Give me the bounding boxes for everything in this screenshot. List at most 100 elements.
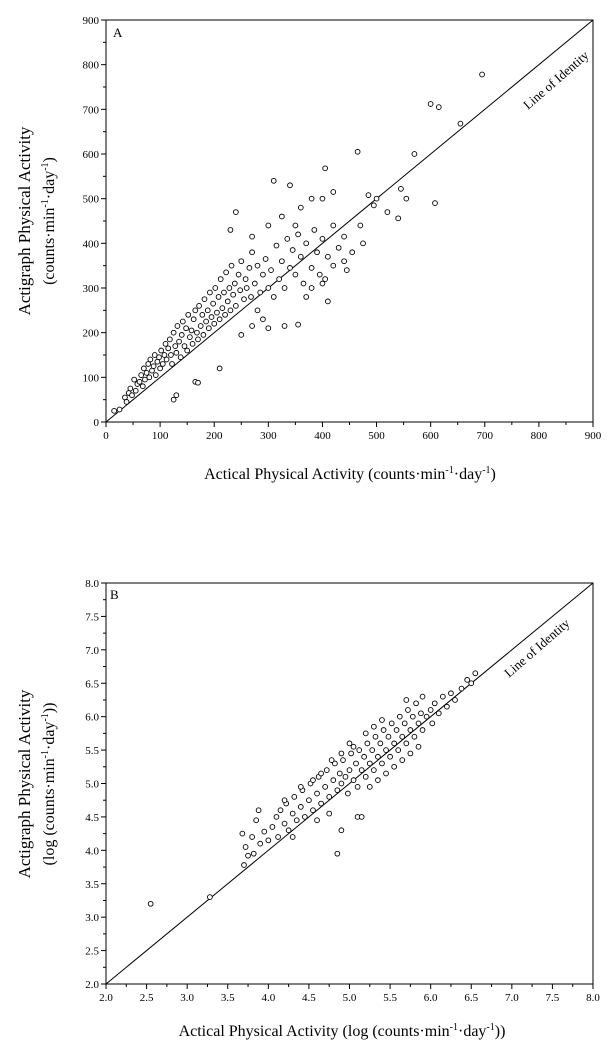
data-point bbox=[318, 770, 324, 777]
data-point bbox=[289, 834, 296, 840]
data-point bbox=[253, 817, 260, 824]
data-point bbox=[204, 307, 211, 314]
data-point bbox=[375, 777, 381, 784]
x-tick-label: 400 bbox=[314, 430, 331, 442]
data-point bbox=[314, 790, 320, 797]
data-point bbox=[340, 757, 346, 763]
data-point bbox=[342, 773, 349, 780]
data-point bbox=[319, 195, 326, 202]
data-point bbox=[427, 101, 434, 107]
data-point bbox=[237, 287, 244, 294]
data-point bbox=[192, 307, 199, 314]
data-point bbox=[265, 222, 272, 229]
data-point bbox=[111, 407, 117, 414]
y-tick-label: 2.0 bbox=[85, 979, 99, 991]
data-point bbox=[199, 311, 206, 318]
data-point bbox=[168, 352, 174, 358]
data-point bbox=[345, 790, 351, 797]
data-point bbox=[222, 311, 228, 318]
data-point bbox=[310, 807, 316, 814]
data-point bbox=[245, 852, 251, 859]
data-point bbox=[407, 727, 414, 733]
data-point bbox=[208, 314, 215, 320]
data-point bbox=[431, 700, 438, 707]
data-point bbox=[371, 767, 377, 773]
y-tick-label: 700 bbox=[83, 104, 100, 116]
data-point bbox=[279, 258, 285, 265]
data-point bbox=[228, 262, 235, 269]
data-point bbox=[411, 151, 418, 157]
data-point bbox=[249, 834, 255, 840]
y-tick-label: 500 bbox=[83, 194, 100, 206]
data-point bbox=[435, 104, 442, 110]
data-point bbox=[335, 244, 342, 251]
data-point bbox=[427, 707, 434, 713]
y-tick-label: 800 bbox=[83, 60, 100, 72]
data-point bbox=[338, 750, 345, 757]
data-point bbox=[257, 840, 264, 847]
data-point bbox=[448, 690, 454, 697]
data-point bbox=[289, 247, 296, 253]
data-point bbox=[399, 733, 406, 740]
data-point bbox=[214, 309, 220, 316]
data-point bbox=[295, 231, 301, 238]
data-point bbox=[300, 280, 307, 287]
data-point bbox=[287, 182, 293, 189]
data-point bbox=[210, 300, 216, 307]
y-tick-label: 4.0 bbox=[85, 845, 99, 857]
data-point bbox=[233, 209, 239, 215]
data-point bbox=[270, 294, 277, 300]
x-tick-label: 200 bbox=[206, 430, 223, 442]
data-point bbox=[328, 757, 335, 763]
y-tick-label: 7.0 bbox=[85, 645, 99, 657]
data-point bbox=[435, 710, 442, 717]
data-point bbox=[325, 253, 331, 260]
x-tick-label: 100 bbox=[152, 430, 169, 442]
x-tick-label: 600 bbox=[422, 430, 439, 442]
data-point bbox=[270, 177, 277, 184]
data-point bbox=[330, 777, 337, 784]
data-point bbox=[224, 298, 231, 305]
data-point bbox=[242, 844, 249, 850]
data-point bbox=[249, 249, 255, 256]
data-point bbox=[254, 307, 261, 314]
data-point bbox=[380, 727, 387, 733]
x-tick-label: 300 bbox=[260, 430, 277, 442]
data-point bbox=[379, 717, 385, 723]
data-point bbox=[143, 370, 150, 376]
data-point bbox=[341, 233, 347, 240]
data-point bbox=[369, 747, 376, 753]
data-point bbox=[189, 340, 196, 347]
data-point bbox=[346, 740, 353, 747]
data-point bbox=[413, 700, 419, 707]
data-point bbox=[362, 730, 369, 737]
data-point bbox=[142, 376, 148, 383]
data-point bbox=[251, 280, 258, 287]
data-point bbox=[379, 760, 385, 767]
data-point bbox=[297, 783, 304, 790]
data-point bbox=[129, 392, 135, 399]
data-point bbox=[357, 222, 364, 229]
chart-a-x-axis-label: Actical Physical Activity (counts·min-1·… bbox=[204, 465, 496, 483]
data-point bbox=[255, 807, 262, 814]
data-point bbox=[178, 332, 185, 338]
data-point bbox=[162, 340, 169, 347]
x-tick-label: 900 bbox=[585, 430, 602, 442]
data-point bbox=[423, 713, 430, 720]
data-point bbox=[396, 713, 403, 720]
y-tick-label: 4.5 bbox=[85, 812, 99, 824]
data-point bbox=[360, 240, 366, 247]
data-point bbox=[147, 900, 154, 907]
data-point bbox=[349, 249, 356, 256]
data-point bbox=[366, 783, 373, 790]
data-point bbox=[196, 303, 202, 309]
data-point bbox=[261, 828, 268, 835]
data-point bbox=[173, 392, 180, 399]
data-point bbox=[235, 271, 242, 278]
data-point bbox=[468, 680, 475, 687]
x-tick-label: 6.0 bbox=[424, 992, 438, 1004]
data-point bbox=[334, 850, 341, 857]
data-point bbox=[350, 743, 357, 750]
data-point bbox=[343, 267, 350, 273]
